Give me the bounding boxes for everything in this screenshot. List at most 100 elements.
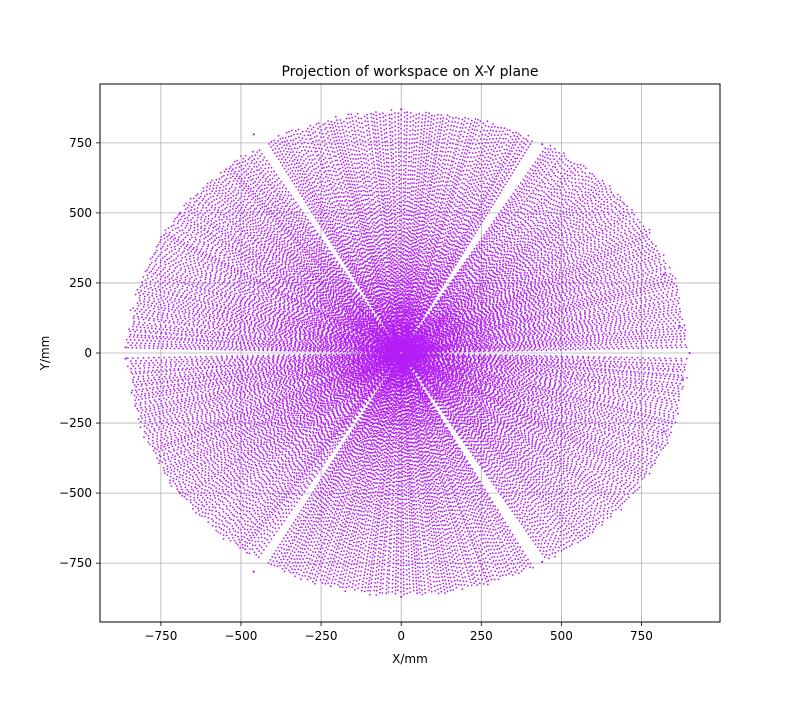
scatter-point xyxy=(594,340,596,342)
scatter-point xyxy=(466,332,468,334)
scatter-point xyxy=(437,332,439,334)
scatter-point xyxy=(576,267,578,269)
scatter-point xyxy=(651,320,653,322)
scatter-point xyxy=(562,270,564,272)
scatter-point xyxy=(519,253,521,255)
scatter-point xyxy=(459,316,461,318)
scatter-point xyxy=(678,314,680,316)
scatter-point xyxy=(493,264,495,266)
scatter-point xyxy=(680,344,682,346)
scatter-point xyxy=(562,308,564,310)
scatter-point xyxy=(479,318,481,320)
scatter-point xyxy=(490,278,492,280)
scatter-point xyxy=(591,203,593,205)
scatter-point xyxy=(657,324,659,326)
scatter-point xyxy=(473,293,475,295)
scatter-point xyxy=(520,308,522,310)
scatter-point xyxy=(532,267,534,269)
scatter-point xyxy=(567,317,569,319)
scatter-point xyxy=(627,272,629,274)
scatter-point xyxy=(654,322,656,324)
scatter-point xyxy=(552,204,554,206)
scatter-point xyxy=(504,295,506,297)
scatter-point xyxy=(567,196,569,198)
scatter-point xyxy=(665,318,667,320)
scatter-point xyxy=(568,339,570,341)
scatter-point xyxy=(510,329,512,331)
scatter-point xyxy=(591,173,593,175)
scatter-point xyxy=(526,267,528,269)
scatter-point xyxy=(609,266,611,268)
scatter-point xyxy=(600,216,602,218)
scatter-point xyxy=(582,262,584,264)
scatter-point xyxy=(506,328,508,330)
scatter-point xyxy=(557,322,559,324)
scatter-point xyxy=(596,327,598,329)
scatter-point xyxy=(651,335,653,337)
scatter-point xyxy=(466,324,468,326)
scatter-point xyxy=(604,223,606,225)
scatter-point xyxy=(606,236,608,238)
scatter-point xyxy=(616,272,618,274)
scatter-point xyxy=(645,252,647,254)
scatter-point xyxy=(636,290,638,292)
scatter-point xyxy=(475,272,477,274)
scatter-point xyxy=(469,279,471,281)
scatter-point xyxy=(504,312,506,314)
scatter-point xyxy=(612,285,614,287)
scatter-point xyxy=(628,251,630,253)
scatter-point xyxy=(522,269,524,271)
scatter-point xyxy=(492,294,494,296)
scatter-point xyxy=(633,276,635,278)
scatter-point xyxy=(613,333,615,335)
scatter-point xyxy=(562,290,564,292)
scatter-point xyxy=(524,324,526,326)
scatter-point xyxy=(660,264,662,266)
scatter-point xyxy=(581,242,583,244)
scatter-point xyxy=(491,343,493,345)
scatter-point xyxy=(476,291,478,293)
scatter-point xyxy=(636,331,638,333)
scatter-point xyxy=(581,255,583,257)
scatter-point xyxy=(582,179,584,181)
scatter-point xyxy=(632,316,634,318)
scatter-point xyxy=(646,236,648,238)
scatter-point xyxy=(655,275,657,277)
scatter-point xyxy=(536,264,538,266)
scatter-point xyxy=(608,348,610,350)
scatter-point xyxy=(589,233,591,235)
scatter-point xyxy=(569,212,571,214)
scatter-point xyxy=(617,215,619,217)
scatter-point xyxy=(625,303,627,305)
scatter-point xyxy=(533,262,535,264)
scatter-point xyxy=(506,277,508,279)
scatter-point xyxy=(481,306,483,308)
scatter-point xyxy=(566,211,568,213)
scatter-point xyxy=(648,238,650,240)
scatter-point xyxy=(465,292,467,294)
scatter-point xyxy=(636,267,638,269)
scatter-point xyxy=(666,285,668,287)
scatter-point xyxy=(524,306,526,308)
scatter-point xyxy=(605,344,607,346)
scatter-point xyxy=(609,196,611,198)
scatter-point xyxy=(590,237,592,239)
scatter-point xyxy=(594,241,596,243)
scatter-point xyxy=(514,308,516,310)
scatter-point xyxy=(596,284,598,286)
scatter-point xyxy=(662,326,664,328)
scatter-point xyxy=(510,254,512,256)
scatter-point xyxy=(579,254,581,256)
scatter-point xyxy=(547,319,549,321)
scatter-point xyxy=(554,254,556,256)
scatter-point xyxy=(543,305,545,307)
scatter-point xyxy=(550,345,552,347)
scatter-point xyxy=(628,242,630,244)
scatter-point xyxy=(559,291,561,293)
scatter-point xyxy=(549,231,551,233)
scatter-point xyxy=(644,261,646,263)
scatter-point xyxy=(617,341,619,343)
scatter-point xyxy=(587,305,589,307)
scatter-point xyxy=(541,253,543,255)
scatter-point xyxy=(605,234,607,236)
